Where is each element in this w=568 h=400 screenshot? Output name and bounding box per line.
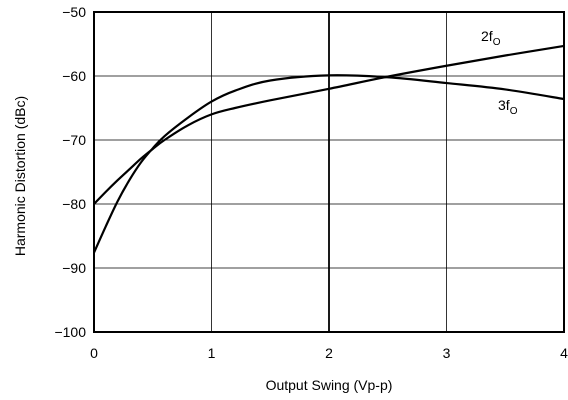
- x-tick-label: 3: [443, 345, 451, 361]
- y-tick-label: −50: [62, 4, 86, 20]
- x-tick-label: 1: [208, 345, 216, 361]
- y-tick-label: −90: [62, 260, 86, 276]
- series-group: [92, 44, 565, 254]
- series-line-2fo: [93, 44, 565, 205]
- x-tick-label: 2: [325, 345, 333, 361]
- series-line-3fo: [92, 74, 565, 254]
- x-tick-label: 4: [560, 345, 568, 361]
- x-axis-label: Output Swing (Vp-p): [266, 377, 393, 393]
- y-tick-label: −60: [62, 68, 86, 84]
- series-label-2fo: 2fO: [481, 28, 501, 48]
- y-tick-label: −100: [54, 324, 86, 340]
- series-label-3fo: 3fO: [498, 97, 518, 117]
- tick-labels: 0 1 2 3 4 −50 −60 −70 −80 −90 −100: [54, 4, 568, 361]
- y-tick-label: −80: [62, 196, 86, 212]
- plot-frame: [93, 11, 565, 333]
- y-tick-label: −70: [62, 132, 86, 148]
- y-axis-label: Harmonic Distortion (dBc): [12, 96, 28, 256]
- grid: [94, 12, 564, 332]
- x-tick-label: 0: [90, 345, 98, 361]
